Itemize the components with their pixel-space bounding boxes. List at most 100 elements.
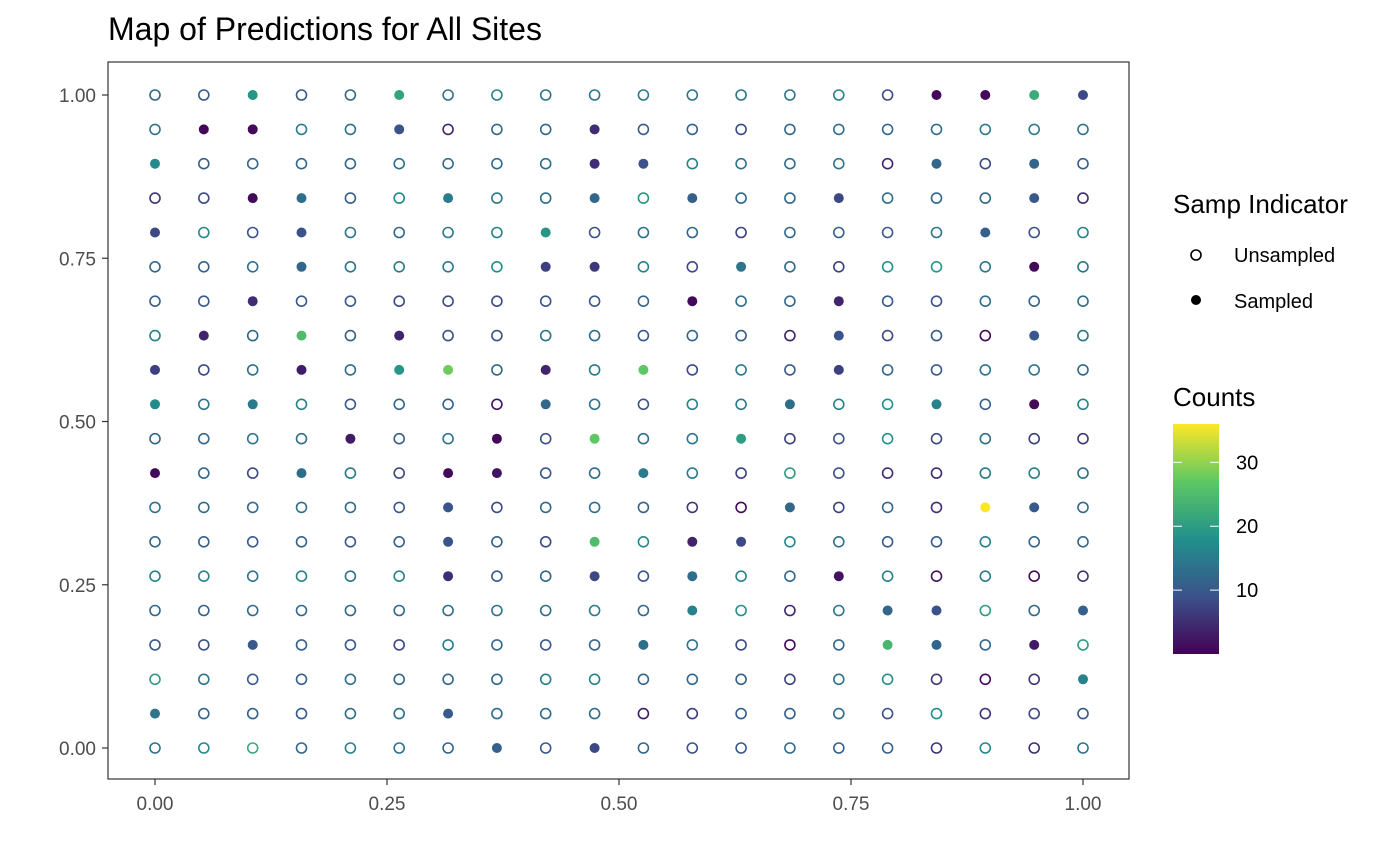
point-unsampled — [637, 570, 650, 583]
point-sampled — [736, 433, 747, 444]
point-unsampled — [344, 639, 357, 651]
legend-sampled-marker — [1191, 295, 1201, 305]
point-unsampled — [491, 123, 503, 136]
point-unsampled — [1028, 295, 1040, 308]
point-sampled — [1029, 158, 1040, 169]
point-unsampled — [1077, 432, 1089, 445]
point-unsampled — [149, 192, 161, 204]
point-unsampled — [149, 535, 161, 548]
x-tick-label: 0.50 — [601, 794, 638, 815]
point-unsampled — [198, 742, 210, 754]
point-unsampled — [539, 673, 552, 686]
point-unsampled — [686, 89, 699, 101]
point-unsampled — [881, 260, 894, 273]
point-unsampled — [1028, 707, 1040, 720]
point-unsampled — [686, 260, 699, 273]
point-unsampled — [246, 364, 259, 376]
point-sampled — [345, 433, 356, 444]
point-unsampled — [149, 742, 161, 754]
x-tick-label: 0.00 — [137, 794, 174, 815]
point-sampled — [589, 158, 600, 169]
point-unsampled — [686, 639, 699, 651]
legend-shape-title: Samp Indicator — [1173, 189, 1348, 219]
point-unsampled — [686, 673, 699, 686]
point-unsampled — [539, 742, 552, 754]
point-unsampled — [295, 157, 308, 170]
point-unsampled — [930, 295, 943, 308]
legend-color-title: Counts — [1173, 382, 1255, 412]
point-sampled — [394, 90, 405, 100]
point-unsampled — [246, 501, 259, 514]
point-unsampled — [393, 570, 406, 583]
point-sampled — [931, 605, 942, 616]
y-tick-label: 0.00 — [59, 739, 96, 760]
point-unsampled — [491, 260, 503, 273]
point-unsampled — [1028, 742, 1040, 754]
point-sampled — [247, 90, 258, 100]
point-unsampled — [491, 398, 503, 411]
point-unsampled — [295, 123, 308, 136]
point-unsampled — [1077, 707, 1089, 720]
point-unsampled — [784, 742, 796, 754]
point-unsampled — [637, 260, 650, 273]
point-unsampled — [442, 673, 454, 686]
point-unsampled — [344, 364, 357, 376]
point-sampled — [150, 708, 160, 719]
point-unsampled — [246, 604, 259, 617]
point-unsampled — [393, 707, 406, 720]
point-unsampled — [344, 226, 357, 239]
point-unsampled — [295, 89, 308, 101]
point-sampled — [736, 536, 747, 547]
point-unsampled — [735, 226, 747, 239]
point-sampled — [980, 502, 991, 513]
point-unsampled — [784, 192, 796, 204]
point-unsampled — [295, 742, 308, 754]
point-unsampled — [979, 639, 992, 651]
point-unsampled — [295, 707, 308, 720]
point-unsampled — [637, 123, 650, 136]
point-unsampled — [930, 329, 943, 342]
point-sampled — [784, 502, 795, 513]
point-unsampled — [979, 192, 992, 204]
point-unsampled — [881, 432, 894, 445]
point-unsampled — [637, 432, 650, 445]
point-unsampled — [784, 570, 796, 583]
point-unsampled — [832, 226, 845, 239]
point-sampled — [443, 502, 454, 513]
point-unsampled — [198, 673, 210, 686]
point-unsampled — [881, 157, 894, 170]
point-unsampled — [442, 398, 454, 411]
colorbar-tick-label: 20 — [1236, 516, 1258, 538]
point-sampled — [296, 468, 307, 479]
point-unsampled — [637, 673, 650, 686]
point-sampled — [687, 193, 698, 204]
point-unsampled — [735, 364, 747, 376]
point-unsampled — [1077, 192, 1089, 204]
point-sampled — [443, 536, 454, 547]
point-unsampled — [442, 432, 454, 445]
point-unsampled — [295, 639, 308, 651]
point-sampled — [687, 536, 698, 547]
point-unsampled — [832, 639, 845, 651]
point-unsampled — [930, 707, 943, 720]
point-unsampled — [491, 501, 503, 514]
point-unsampled — [930, 192, 943, 204]
point-unsampled — [149, 604, 161, 617]
point-unsampled — [539, 329, 552, 342]
point-unsampled — [979, 604, 992, 617]
point-unsampled — [832, 432, 845, 445]
point-unsampled — [832, 604, 845, 617]
point-unsampled — [149, 260, 161, 273]
point-unsampled — [393, 639, 406, 651]
point-unsampled — [637, 226, 650, 239]
point-unsampled — [246, 673, 259, 686]
point-unsampled — [881, 398, 894, 411]
point-unsampled — [881, 89, 894, 101]
point-unsampled — [393, 260, 406, 273]
point-unsampled — [637, 742, 650, 754]
point-unsampled — [393, 398, 406, 411]
point-unsampled — [832, 501, 845, 514]
point-unsampled — [198, 192, 210, 204]
point-unsampled — [784, 260, 796, 273]
point-unsampled — [637, 329, 650, 342]
